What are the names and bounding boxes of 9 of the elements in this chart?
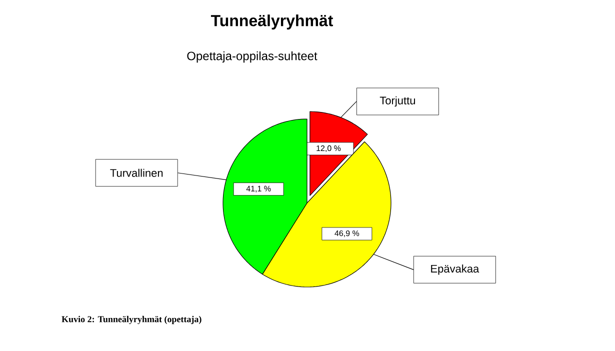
data-label: 41,1 % bbox=[246, 186, 271, 192]
slice-label: Turvallinen bbox=[110, 168, 163, 177]
data-label: 46,9 % bbox=[334, 230, 360, 238]
text: Kuvio 2: Tunneälyryhmät (opettaja) bbox=[62, 316, 202, 324]
legend-label: Epävakaa bbox=[431, 264, 480, 275]
chart-title: Tunneälyryhmät bbox=[210, 14, 334, 30]
chart-subtitle: Opettaja-oppilas-suhteet bbox=[187, 51, 318, 63]
data-label: 12,0 % bbox=[316, 145, 341, 152]
slice-label: Torjuttu bbox=[380, 96, 415, 107]
